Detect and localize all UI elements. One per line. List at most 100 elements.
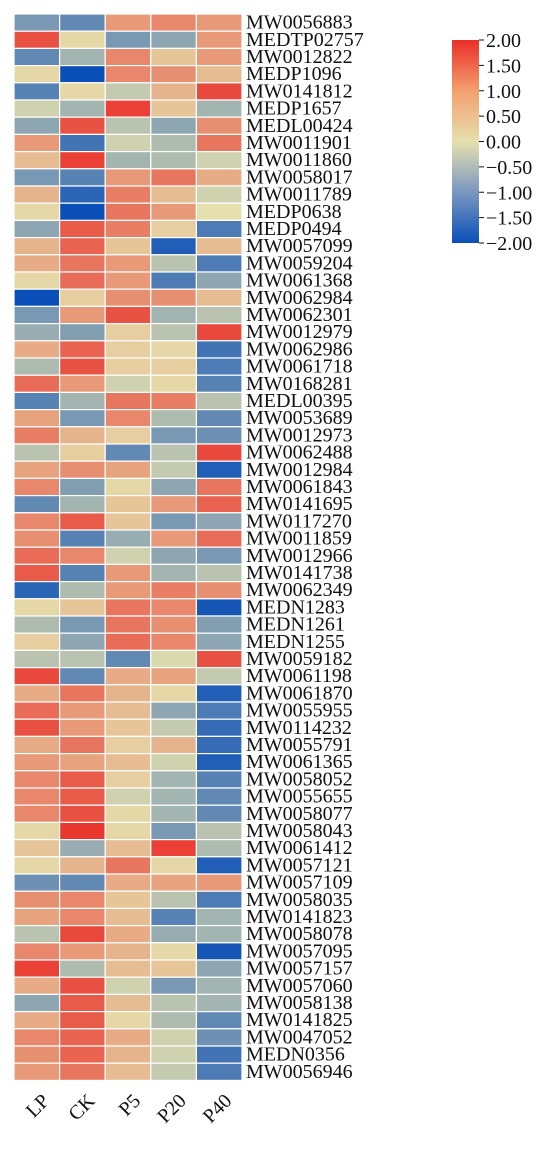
- heatmap-cell: [150, 838, 198, 858]
- heatmap-cell: [104, 821, 152, 841]
- heatmap-cell: [58, 288, 106, 308]
- heatmap-cell: [195, 323, 243, 342]
- heatmap-cell: [58, 546, 106, 566]
- heatmap-cells: [13, 13, 243, 1081]
- heatmap-cell: [58, 942, 106, 961]
- heatmap-cell: [104, 305, 152, 325]
- heatmap-cell: [150, 340, 198, 359]
- heatmap-cell: [150, 99, 198, 118]
- heatmap-cell: [58, 649, 106, 669]
- row-label: MW0055955: [246, 700, 353, 722]
- heatmap-cell: [195, 907, 243, 927]
- row-label: MEDN0356: [246, 1044, 345, 1066]
- row-label: MW0011860: [246, 149, 352, 171]
- heatmap-cell: [58, 237, 106, 256]
- heatmap-cell: [195, 133, 243, 153]
- heatmap-cell: [58, 580, 106, 600]
- row-label: MW0061412: [246, 837, 353, 859]
- heatmap-cell: [104, 856, 152, 875]
- heatmap-cell: [150, 1045, 198, 1064]
- heatmap-cell: [13, 546, 61, 566]
- heatmap-cell: [104, 546, 152, 566]
- row-label: MW0062986: [246, 338, 353, 360]
- heatmap-cell: [195, 649, 243, 669]
- row-label: MW0114232: [246, 717, 352, 739]
- row-label: MW0058035: [246, 889, 353, 911]
- heatmap-cell: [13, 64, 61, 84]
- heatmap-cell: [104, 202, 152, 221]
- heatmap-cell: [58, 30, 106, 50]
- heatmap-cell: [150, 1028, 198, 1047]
- row-label: MW0058138: [246, 992, 353, 1014]
- heatmap-cell: [104, 701, 152, 720]
- heatmap-cell: [104, 615, 152, 634]
- heatmap-cell: [13, 168, 61, 187]
- heatmap-cell: [150, 323, 198, 342]
- row-label: MW0058078: [246, 923, 353, 945]
- heatmap-cell: [150, 305, 198, 325]
- heatmap-cell: [195, 477, 243, 497]
- colorbar-tick-label: −1.50: [486, 208, 532, 230]
- heatmap-cell: [195, 563, 243, 583]
- row-label: MW0055655: [246, 786, 353, 808]
- heatmap-cell: [150, 495, 198, 514]
- heatmap-cell: [195, 64, 243, 84]
- heatmap-cell: [13, 615, 61, 634]
- heatmap-cell: [13, 804, 61, 824]
- heatmap-cell: [13, 1028, 61, 1047]
- heatmap-cell: [58, 443, 106, 462]
- heatmap-cell: [104, 99, 152, 118]
- heatmap-cell: [150, 271, 198, 290]
- heatmap-cell: [104, 993, 152, 1013]
- row-label: MW0012979: [246, 321, 353, 343]
- heatmap-cell: [58, 323, 106, 342]
- heatmap-cell: [150, 942, 198, 961]
- heatmap-cell: [150, 202, 198, 221]
- row-label: MW0061198: [246, 665, 352, 687]
- heatmap-cell: [150, 168, 198, 187]
- heatmap-cell: [104, 942, 152, 961]
- heatmap-cell: [13, 598, 61, 617]
- heatmap-cell: [104, 512, 152, 531]
- heatmap-cell: [150, 546, 198, 566]
- heatmap-cell: [150, 752, 198, 772]
- heatmap-cell: [13, 666, 61, 686]
- column-label: LP: [22, 1090, 54, 1122]
- heatmap-cell: [58, 271, 106, 290]
- heatmap-cell: [195, 838, 243, 858]
- heatmap-cell: [13, 288, 61, 308]
- heatmap-cell: [13, 219, 61, 239]
- heatmap-cell: [150, 529, 198, 548]
- heatmap-cell: [104, 30, 152, 50]
- heatmap-cell: [150, 787, 198, 806]
- heatmap-cell: [13, 890, 61, 910]
- heatmap-cell: [104, 787, 152, 806]
- row-label: MEDP0638: [246, 201, 342, 223]
- heatmap-cell: [13, 340, 61, 359]
- row-label: MW0011789: [246, 184, 352, 206]
- heatmap-cell: [104, 684, 152, 703]
- heatmap-cell: [104, 907, 152, 927]
- heatmap-cell: [13, 529, 61, 548]
- row-label: MW0057121: [246, 854, 353, 876]
- heatmap-cell: [150, 151, 198, 170]
- heatmap-cell: [13, 443, 61, 462]
- heatmap-cell: [104, 649, 152, 669]
- heatmap-cell: [150, 907, 198, 927]
- heatmap-cell: [58, 804, 106, 824]
- heatmap-cell: [58, 305, 106, 325]
- heatmap-cell: [195, 959, 243, 978]
- heatmap-cell: [104, 529, 152, 548]
- heatmap-cell: [58, 821, 106, 841]
- heatmap-cell: [150, 1062, 198, 1081]
- row-label: MW0011859: [246, 528, 352, 550]
- row-label: MW0141738: [246, 562, 353, 584]
- heatmap-cell: [13, 649, 61, 669]
- heatmap-cell: [195, 185, 243, 204]
- heatmap-cell: [195, 752, 243, 772]
- heatmap-cell: [104, 237, 152, 256]
- heatmap-cell: [104, 116, 152, 135]
- row-label: MW0141823: [246, 906, 353, 928]
- heatmap-cell: [150, 924, 198, 944]
- heatmap-cell: [104, 443, 152, 462]
